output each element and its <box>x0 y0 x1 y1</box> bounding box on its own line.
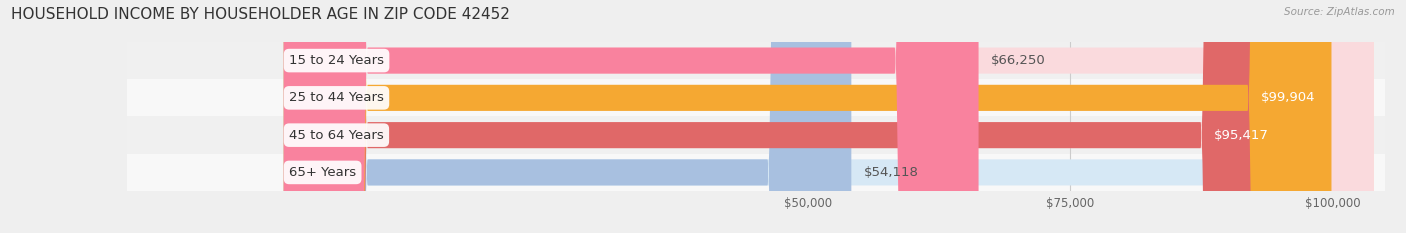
Text: HOUSEHOLD INCOME BY HOUSEHOLDER AGE IN ZIP CODE 42452: HOUSEHOLD INCOME BY HOUSEHOLDER AGE IN Z… <box>11 7 510 22</box>
FancyBboxPatch shape <box>284 0 1374 233</box>
Text: 15 to 24 Years: 15 to 24 Years <box>290 54 384 67</box>
Bar <box>127 79 1385 116</box>
Bar <box>127 154 1385 191</box>
Text: 25 to 44 Years: 25 to 44 Years <box>290 91 384 104</box>
Text: 65+ Years: 65+ Years <box>290 166 356 179</box>
FancyBboxPatch shape <box>284 0 1331 233</box>
FancyBboxPatch shape <box>284 0 979 233</box>
FancyBboxPatch shape <box>284 0 1285 233</box>
Text: $54,118: $54,118 <box>863 166 918 179</box>
FancyBboxPatch shape <box>284 0 852 233</box>
Text: Source: ZipAtlas.com: Source: ZipAtlas.com <box>1284 7 1395 17</box>
Bar <box>127 116 1385 154</box>
Text: $99,904: $99,904 <box>1261 91 1316 104</box>
Bar <box>127 42 1385 79</box>
Text: $66,250: $66,250 <box>991 54 1046 67</box>
Text: $95,417: $95,417 <box>1213 129 1268 142</box>
FancyBboxPatch shape <box>284 0 1374 233</box>
FancyBboxPatch shape <box>284 0 1374 233</box>
Text: 45 to 64 Years: 45 to 64 Years <box>290 129 384 142</box>
FancyBboxPatch shape <box>284 0 1374 233</box>
